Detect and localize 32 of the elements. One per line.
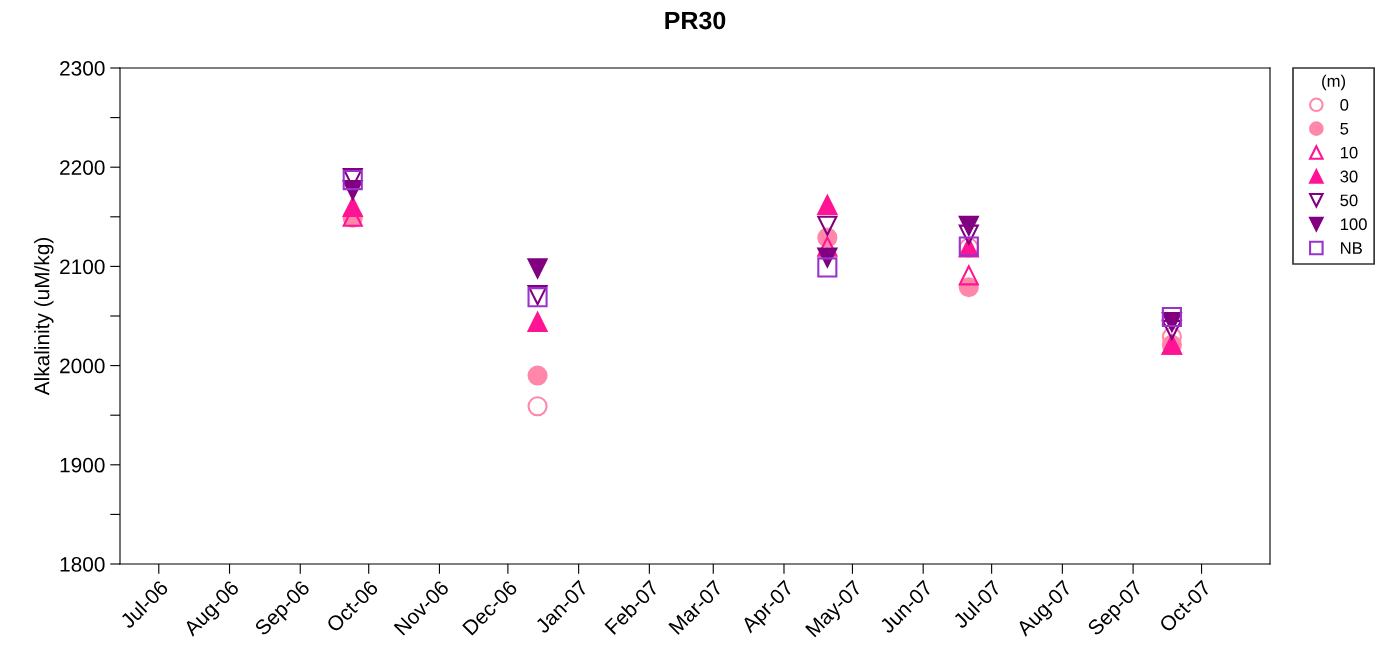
point — [527, 365, 548, 386]
y-tick-label: 1900 — [60, 457, 105, 473]
legend-label: 0 — [1340, 98, 1349, 111]
point — [958, 265, 979, 286]
point — [527, 311, 548, 333]
point — [527, 258, 548, 279]
point — [1161, 306, 1182, 328]
legend-label: 100 — [1340, 218, 1367, 231]
legend-title: (m) — [1322, 74, 1346, 91]
point — [817, 236, 838, 257]
y-tick-label: 2000 — [60, 358, 105, 374]
legend-label: 30 — [1340, 170, 1358, 183]
y-axis-title: Alkalinity (uM/kg) — [34, 237, 54, 396]
y-tick-label: 2100 — [60, 259, 105, 275]
legend-label: 50 — [1340, 194, 1358, 207]
legend-label: NB — [1341, 242, 1362, 254]
point — [342, 196, 363, 217]
point — [1161, 311, 1182, 333]
y-tick-label: 1800 — [60, 557, 105, 572]
point — [958, 224, 979, 245]
point — [817, 257, 838, 278]
point — [817, 247, 838, 268]
point — [527, 396, 548, 417]
chart-title: PR30 — [665, 11, 726, 30]
point — [817, 215, 838, 236]
legend-label: 5 — [1340, 123, 1349, 135]
point — [958, 215, 979, 236]
y-tick-label: 2300 — [60, 61, 105, 76]
y-tick-label: 2200 — [60, 160, 105, 175]
point — [1161, 319, 1182, 340]
point — [817, 194, 838, 215]
legend-label: 10 — [1340, 146, 1358, 159]
